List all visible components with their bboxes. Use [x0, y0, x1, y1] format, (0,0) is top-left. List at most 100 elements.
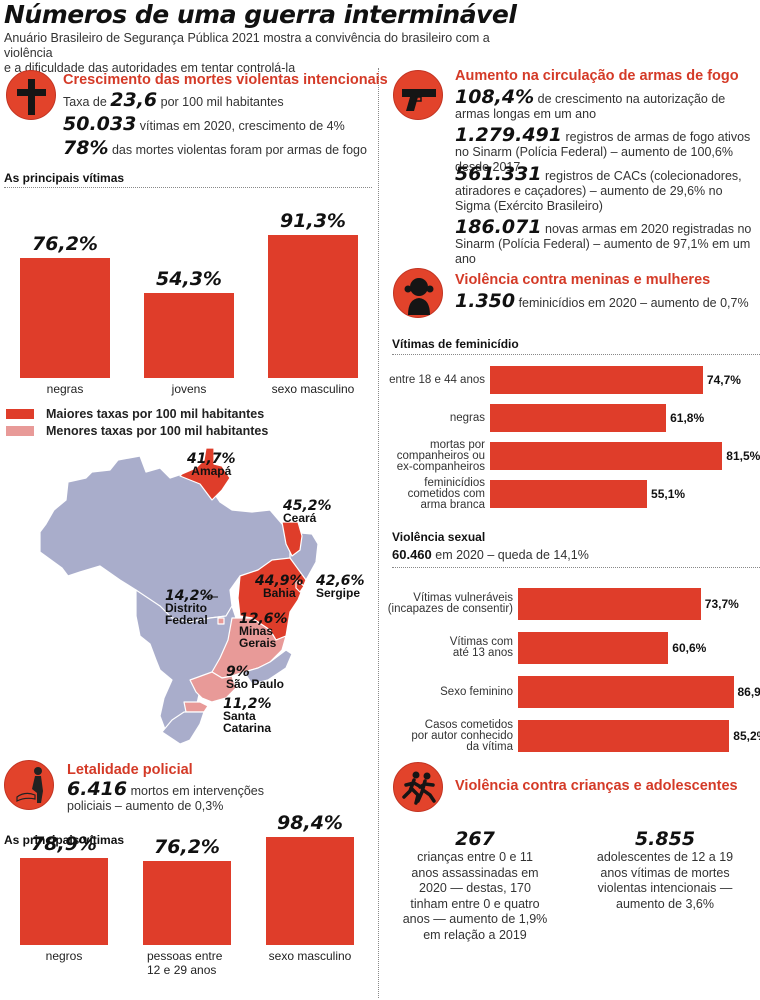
map-state-santa-catarina — [183, 701, 209, 713]
bar-3 — [518, 720, 730, 752]
stat-number: 6.416 — [67, 778, 128, 800]
category-line: Casos cometidos — [424, 718, 513, 731]
category-line: negros — [45, 949, 83, 963]
label-name: Ceará — [283, 511, 317, 525]
column-divider — [378, 68, 379, 998]
legend-item-low: Menores taxas por 100 mil habitantes — [6, 422, 268, 439]
label-pct: 14,2% — [165, 588, 214, 604]
stat-line: anos assassinadas em — [411, 865, 539, 880]
stat-line: adolescentes de 12 a 19 — [596, 850, 734, 864]
page-title: Números de uma guerra interminável — [4, 0, 517, 29]
stat-line: tinham entre 0 e quatro — [410, 896, 540, 911]
label-name: Federal — [165, 613, 208, 627]
label-name: Distrito — [165, 601, 207, 615]
category-line: arma branca — [420, 498, 485, 511]
armas-stat-1: 108,4% de crescimento na autorização de … — [455, 88, 755, 122]
bar-1 — [144, 292, 234, 378]
map-label-distrito-federal: 14,2% Distrito Federal — [165, 588, 214, 627]
divider — [4, 187, 372, 188]
map-region-south — [161, 711, 205, 745]
label-name: Bahia — [262, 586, 296, 600]
stat-text: novas armas em 2020 registradas no Sinar… — [455, 222, 752, 266]
map-label-ceara: 45,2% Ceará — [283, 498, 332, 525]
chart-mortes-victims: 76,2% negras 54,3% jovens 91,3% sexo masculin… — [0, 190, 378, 396]
label-name: Amapá — [191, 464, 232, 478]
stat-line: em relação a 2019 — [423, 927, 527, 942]
stat-text: em 2020 – queda de 14,1% — [431, 548, 589, 562]
bar-2 — [268, 234, 358, 378]
label-pct: 44,9% — [255, 573, 304, 589]
feminicidio-heading: Vítimas de feminicídio — [392, 337, 519, 351]
category-line: sexo masculino — [271, 382, 355, 396]
sexual-heading: Violência sexual — [392, 530, 486, 544]
stat-number: 1.350 — [455, 290, 516, 312]
map-state-sergipe — [295, 579, 305, 593]
category-line: negras — [449, 411, 485, 424]
bar-1 — [490, 404, 667, 432]
chart-violencia-sexual: 73,7% Vítimas vulneráveis (incapazes de co… — [380, 578, 760, 752]
page-subtitle: Anuário Brasileiro de Segurança Pública … — [4, 31, 524, 76]
bar-2 — [266, 836, 354, 945]
stat-line: anos vítimas de mortes — [600, 865, 730, 880]
criancas-stat-5855: 5.855 adolescentes de 12 a 19 anos vítim… — [590, 828, 740, 912]
mortes-stat-taxa: Taxa de 23,6 por 100 mil habitantes — [63, 91, 284, 110]
stat-number: 267 — [455, 828, 495, 850]
stat-text: de crescimento na autorização de armas l… — [455, 92, 726, 121]
category-line: companheiros ou — [396, 449, 485, 462]
stat-line: aumento de 3,6% — [616, 896, 714, 911]
bar-value-label: 54,3% — [156, 267, 222, 290]
category-label: pessoas entre 12 e 29 anos — [133, 949, 241, 977]
category-line: Vítimas vulneráveis — [413, 592, 513, 604]
bar-value-label: 76,2% — [32, 233, 98, 256]
pistol-icon — [393, 70, 443, 120]
bar-value-label: 55,1% — [651, 487, 686, 501]
bar-value-label: 91,3% — [280, 209, 346, 232]
criancas-stat-267: 267 crianças entre 0 e 11 anos assassina… — [400, 828, 550, 943]
girl-icon — [393, 268, 443, 318]
bar-value-label: 73,7% — [704, 597, 739, 611]
stat-number: 78% — [63, 137, 109, 159]
stat-prefix: Taxa de — [63, 95, 111, 109]
category-line: cometidos com — [407, 487, 485, 500]
bar-0 — [490, 366, 703, 394]
bar-1 — [143, 861, 231, 945]
label-name: Minas — [239, 624, 274, 638]
legend-label: Maiores taxas por 100 mil habitantes — [46, 406, 265, 421]
category-line: entre 18 e 44 anos — [389, 373, 485, 386]
bar-0 — [518, 588, 701, 620]
bar-value-label: 74,7% — [706, 373, 741, 387]
label-pct: 11,2% — [223, 696, 272, 712]
stat-number: 50.033 — [63, 113, 137, 135]
category-line: sexo masculino — [268, 949, 352, 963]
legend-swatch-high — [6, 408, 34, 419]
bar-value-label: 86,9% — [737, 685, 760, 699]
category-line: jovens — [171, 382, 207, 396]
stat-text: registros de CACs (colecionadores, atira… — [455, 169, 742, 213]
category-label: Sexo feminino — [380, 686, 513, 698]
label-name: São Paulo — [226, 677, 285, 691]
legend-label: Menores taxas por 100 mil habitantes — [46, 423, 269, 438]
map-state-distrito-federal — [217, 617, 225, 625]
stat-text: das mortes violentas foram por armas de … — [108, 143, 367, 157]
label-name: Santa — [223, 709, 256, 723]
stat-text: registros de armas de fogo ativos no Sin… — [455, 130, 751, 174]
category-label: sexo masculino — [256, 949, 364, 963]
label-pct: 45,2% — [283, 498, 332, 514]
label-name: Sergipe — [316, 586, 361, 600]
bar-2 — [490, 442, 723, 470]
legend-item-high: Maiores taxas por 100 mil habitantes — [6, 405, 268, 422]
map-region-southeast-coast — [243, 649, 293, 685]
map-label-sergipe: 42,6% Sergipe — [316, 574, 365, 600]
bar-value-label: 78,9% — [31, 833, 97, 856]
subtitle-line-2: e a dificuldade das autoridades em tenta… — [4, 61, 296, 75]
category-line: mortas por — [430, 438, 485, 451]
category-line: 12 e 29 anos — [147, 963, 217, 977]
policial-victims-heading: As principais vítimas — [4, 833, 125, 847]
category-line: pessoas entre — [147, 949, 223, 963]
police-kneeling-icon — [4, 760, 54, 810]
stat-number: 5.855 — [634, 828, 696, 850]
divider — [392, 567, 760, 568]
running-children-icon — [393, 762, 443, 812]
bar-3 — [490, 480, 648, 508]
label-pct: 41,7% — [187, 451, 236, 467]
